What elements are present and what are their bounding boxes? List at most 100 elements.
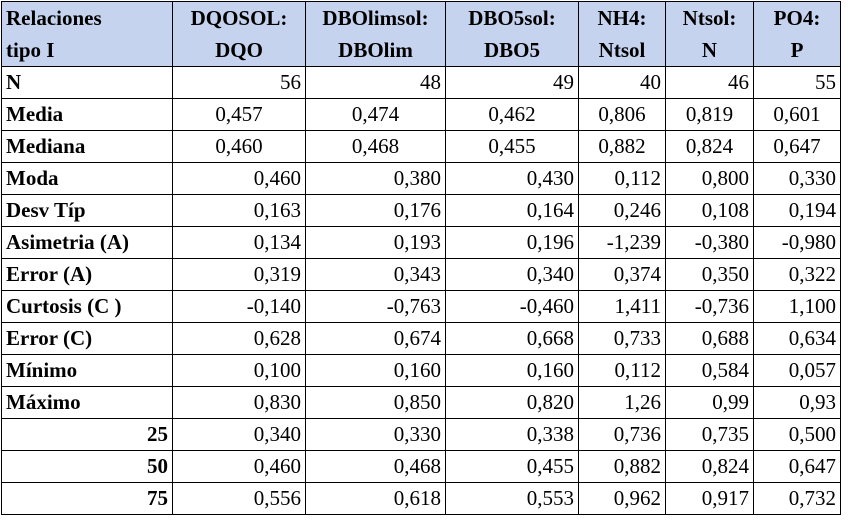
table-cell: 0,176 <box>305 194 446 227</box>
table-cell: 0,917 <box>665 482 754 515</box>
header-relaciones: Relaciones <box>1 1 173 34</box>
table-cell: -0,380 <box>665 226 754 259</box>
table-cell: 0,455 <box>445 130 579 163</box>
table-cell: 0,882 <box>578 130 666 163</box>
table-cell: 0,962 <box>578 482 666 515</box>
table-row: Desv Típ 0,163 0,176 0,164 0,246 0,108 0,194 <box>1 194 841 227</box>
table-cell: 0,584 <box>665 354 754 387</box>
table-cell: 0,553 <box>445 482 579 515</box>
header-dbo5: DBO5 <box>445 34 579 67</box>
table-cell: 0,160 <box>305 354 446 387</box>
table-cell: 0,647 <box>753 130 841 163</box>
table-cell: 0,163 <box>172 194 306 227</box>
table-cell: -1,239 <box>578 226 666 259</box>
table-cell: 0,820 <box>445 386 579 419</box>
table-cell: 0,601 <box>753 98 841 131</box>
table-cell: 0,112 <box>578 354 666 387</box>
row-label: N <box>1 66 173 99</box>
table-cell: 0,460 <box>172 450 306 483</box>
table-cell: 0,819 <box>665 98 754 131</box>
table-cell: 0,194 <box>753 194 841 227</box>
table-row: Mínimo 0,100 0,160 0,160 0,112 0,584 0,057 <box>1 354 841 387</box>
table-cell: 0,430 <box>445 162 579 195</box>
table-cell: 40 <box>578 66 666 99</box>
table-row: Error (C) 0,628 0,674 0,668 0,733 0,688 0,634 <box>1 322 841 355</box>
table-cell: 0,108 <box>665 194 754 227</box>
table-cell: 0,338 <box>445 418 579 451</box>
table-cell: 0,688 <box>665 322 754 355</box>
table-cell: 1,100 <box>753 290 841 323</box>
header-dbo5sol: DBO5sol: <box>445 1 579 34</box>
table-cell: -0,736 <box>665 290 754 323</box>
table-cell: 0,674 <box>305 322 446 355</box>
header-dqo: DQO <box>172 34 306 67</box>
table-row: Error (A) 0,319 0,343 0,340 0,374 0,350 0,322 <box>1 258 841 291</box>
table-row: Moda 0,460 0,380 0,430 0,112 0,800 0,330 <box>1 162 841 195</box>
table-row: 25 0,340 0,330 0,338 0,736 0,735 0,500 <box>1 418 841 451</box>
table-cell: 0,733 <box>578 322 666 355</box>
table-cell: 0,340 <box>172 418 306 451</box>
table-cell: -0,980 <box>753 226 841 259</box>
row-label: Error (C) <box>1 322 173 355</box>
table-cell: 0,468 <box>305 130 446 163</box>
table-cell: 0,462 <box>445 98 579 131</box>
header-n: N <box>665 34 754 67</box>
table-cell: 0,460 <box>172 162 306 195</box>
table-cell: 0,556 <box>172 482 306 515</box>
table-row: Media 0,457 0,474 0,462 0,806 0,819 0,601 <box>1 98 841 131</box>
table-cell: 0,99 <box>665 386 754 419</box>
header-tipo: tipo I <box>1 34 173 67</box>
table-cell: 0,806 <box>578 98 666 131</box>
table-cell: 0,732 <box>753 482 841 515</box>
table-cell: -0,140 <box>172 290 306 323</box>
table-row: N 56 48 49 40 46 55 <box>1 66 841 99</box>
table-cell: 0,164 <box>445 194 579 227</box>
table-cell: 0,830 <box>172 386 306 419</box>
table-cell: 48 <box>305 66 446 99</box>
table-cell: 0,882 <box>578 450 666 483</box>
header-row-1: Relaciones DQOSOL: DBOlimsol: DBO5sol: N… <box>1 1 841 34</box>
table-cell: 0,468 <box>305 450 446 483</box>
row-label: Error (A) <box>1 258 173 291</box>
table-cell: 0,850 <box>305 386 446 419</box>
row-label: 75 <box>1 482 173 515</box>
row-label: 25 <box>1 418 173 451</box>
table-cell: 0,322 <box>753 258 841 291</box>
table-cell: 55 <box>753 66 841 99</box>
table-cell: 0,668 <box>445 322 579 355</box>
table-cell: 0,500 <box>753 418 841 451</box>
row-label: Media <box>1 98 173 131</box>
table-cell: -0,460 <box>445 290 579 323</box>
table-cell: 0,634 <box>753 322 841 355</box>
header-dbolimsol: DBOlimsol: <box>305 1 446 34</box>
table-cell: 0,196 <box>445 226 579 259</box>
table-cell: 0,340 <box>445 258 579 291</box>
table-cell: 0,380 <box>305 162 446 195</box>
table-cell: -0,763 <box>305 290 446 323</box>
table-cell: 0,374 <box>578 258 666 291</box>
header-dbolim: DBOlim <box>305 34 446 67</box>
row-label: Desv Típ <box>1 194 173 227</box>
table-cell: 0,736 <box>578 418 666 451</box>
header-p: P <box>753 34 841 67</box>
table-cell: 56 <box>172 66 306 99</box>
table-cell: 0,647 <box>753 450 841 483</box>
header-row-2: tipo I DQO DBOlim DBO5 Ntsol N P <box>1 34 841 67</box>
table-cell: 0,800 <box>665 162 754 195</box>
table-cell: 0,618 <box>305 482 446 515</box>
row-label: Máximo <box>1 386 173 419</box>
table-cell: 0,628 <box>172 322 306 355</box>
table-cell: 0,350 <box>665 258 754 291</box>
table-cell: 0,160 <box>445 354 579 387</box>
table-cell: 0,474 <box>305 98 446 131</box>
header-dqosol: DQOSOL: <box>172 1 306 34</box>
table-cell: 0,735 <box>665 418 754 451</box>
table-cell: 0,455 <box>445 450 579 483</box>
table-row: Asimetria (A) 0,134 0,193 0,196 -1,239 -0,380… <box>1 226 841 259</box>
table-row: Curtosis (C ) -0,140 -0,763 -0,460 1,411 -0,7… <box>1 290 841 323</box>
table-row: Mediana 0,460 0,468 0,455 0,882 0,824 0,647 <box>1 130 841 163</box>
table-cell: 0,93 <box>753 386 841 419</box>
table-cell: 0,193 <box>305 226 446 259</box>
header-po4: PO4: <box>753 1 841 34</box>
table-cell: 1,26 <box>578 386 666 419</box>
